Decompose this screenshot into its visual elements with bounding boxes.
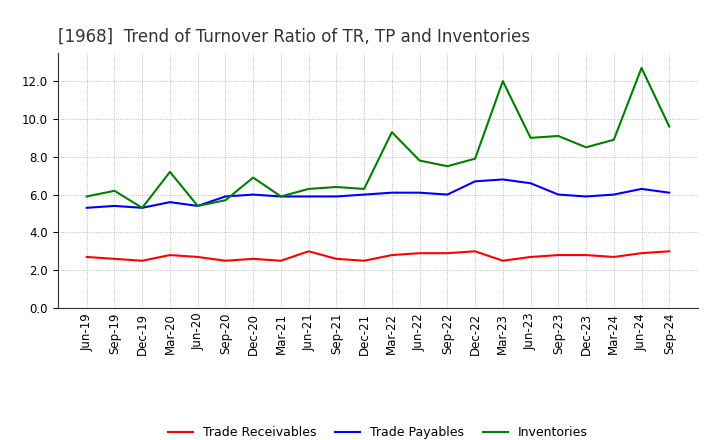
Trade Receivables bbox=[471, 249, 480, 254]
Trade Receivables bbox=[82, 254, 91, 260]
Line: Trade Payables: Trade Payables bbox=[86, 180, 670, 208]
Inventories bbox=[249, 175, 258, 180]
Inventories bbox=[110, 188, 119, 194]
Trade Receivables bbox=[498, 258, 507, 264]
Trade Payables bbox=[471, 179, 480, 184]
Trade Receivables bbox=[166, 253, 174, 258]
Trade Payables bbox=[249, 192, 258, 197]
Inventories bbox=[360, 186, 369, 191]
Inventories bbox=[138, 205, 147, 210]
Inventories bbox=[387, 129, 396, 135]
Trade Payables bbox=[582, 194, 590, 199]
Trade Receivables bbox=[360, 258, 369, 264]
Trade Payables bbox=[332, 194, 341, 199]
Inventories bbox=[166, 169, 174, 175]
Inventories bbox=[82, 194, 91, 199]
Trade Receivables bbox=[276, 258, 285, 264]
Trade Payables bbox=[138, 205, 147, 210]
Trade Payables bbox=[637, 186, 646, 191]
Text: [1968]  Trend of Turnover Ratio of TR, TP and Inventories: [1968] Trend of Turnover Ratio of TR, TP… bbox=[58, 28, 530, 46]
Trade Payables bbox=[276, 194, 285, 199]
Trade Receivables bbox=[387, 253, 396, 258]
Legend: Trade Receivables, Trade Payables, Inventories: Trade Receivables, Trade Payables, Inven… bbox=[163, 422, 593, 440]
Inventories bbox=[609, 137, 618, 143]
Trade Payables bbox=[415, 190, 424, 195]
Trade Receivables bbox=[443, 250, 451, 256]
Inventories bbox=[276, 194, 285, 199]
Trade Payables bbox=[609, 192, 618, 197]
Inventories bbox=[221, 198, 230, 203]
Inventories bbox=[498, 78, 507, 84]
Trade Receivables bbox=[609, 254, 618, 260]
Trade Payables bbox=[110, 203, 119, 209]
Inventories bbox=[305, 186, 313, 191]
Trade Receivables bbox=[305, 249, 313, 254]
Trade Receivables bbox=[637, 250, 646, 256]
Inventories bbox=[665, 124, 674, 129]
Trade Payables bbox=[360, 192, 369, 197]
Trade Payables bbox=[305, 194, 313, 199]
Inventories bbox=[332, 184, 341, 190]
Inventories bbox=[471, 156, 480, 161]
Trade Payables bbox=[166, 199, 174, 205]
Trade Receivables bbox=[110, 256, 119, 261]
Inventories bbox=[582, 145, 590, 150]
Inventories bbox=[194, 203, 202, 209]
Trade Receivables bbox=[415, 250, 424, 256]
Inventories bbox=[415, 158, 424, 163]
Trade Payables bbox=[221, 194, 230, 199]
Trade Receivables bbox=[194, 254, 202, 260]
Trade Receivables bbox=[138, 258, 147, 264]
Trade Receivables bbox=[582, 253, 590, 258]
Trade Payables bbox=[443, 192, 451, 197]
Trade Receivables bbox=[665, 249, 674, 254]
Trade Receivables bbox=[332, 256, 341, 261]
Line: Inventories: Inventories bbox=[86, 68, 670, 208]
Trade Payables bbox=[194, 203, 202, 209]
Inventories bbox=[526, 135, 535, 140]
Trade Payables bbox=[554, 192, 562, 197]
Trade Receivables bbox=[526, 254, 535, 260]
Trade Payables bbox=[387, 190, 396, 195]
Line: Trade Receivables: Trade Receivables bbox=[86, 251, 670, 261]
Inventories bbox=[443, 164, 451, 169]
Trade Receivables bbox=[221, 258, 230, 264]
Trade Payables bbox=[498, 177, 507, 182]
Trade Receivables bbox=[554, 253, 562, 258]
Trade Receivables bbox=[249, 256, 258, 261]
Trade Payables bbox=[665, 190, 674, 195]
Trade Payables bbox=[82, 205, 91, 210]
Inventories bbox=[637, 65, 646, 70]
Inventories bbox=[554, 133, 562, 139]
Trade Payables bbox=[526, 180, 535, 186]
